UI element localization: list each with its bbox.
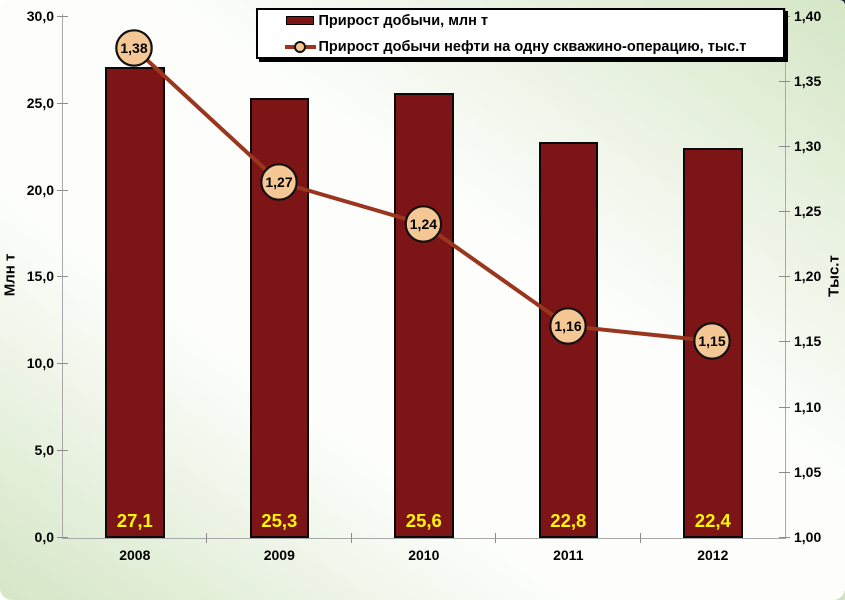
svg-text:1,16: 1,16 <box>554 318 581 334</box>
svg-text:1,38: 1,38 <box>120 40 147 56</box>
svg-text:1,27: 1,27 <box>265 174 292 190</box>
svg-text:1,24: 1,24 <box>410 216 437 232</box>
svg-text:1,15: 1,15 <box>698 333 725 349</box>
